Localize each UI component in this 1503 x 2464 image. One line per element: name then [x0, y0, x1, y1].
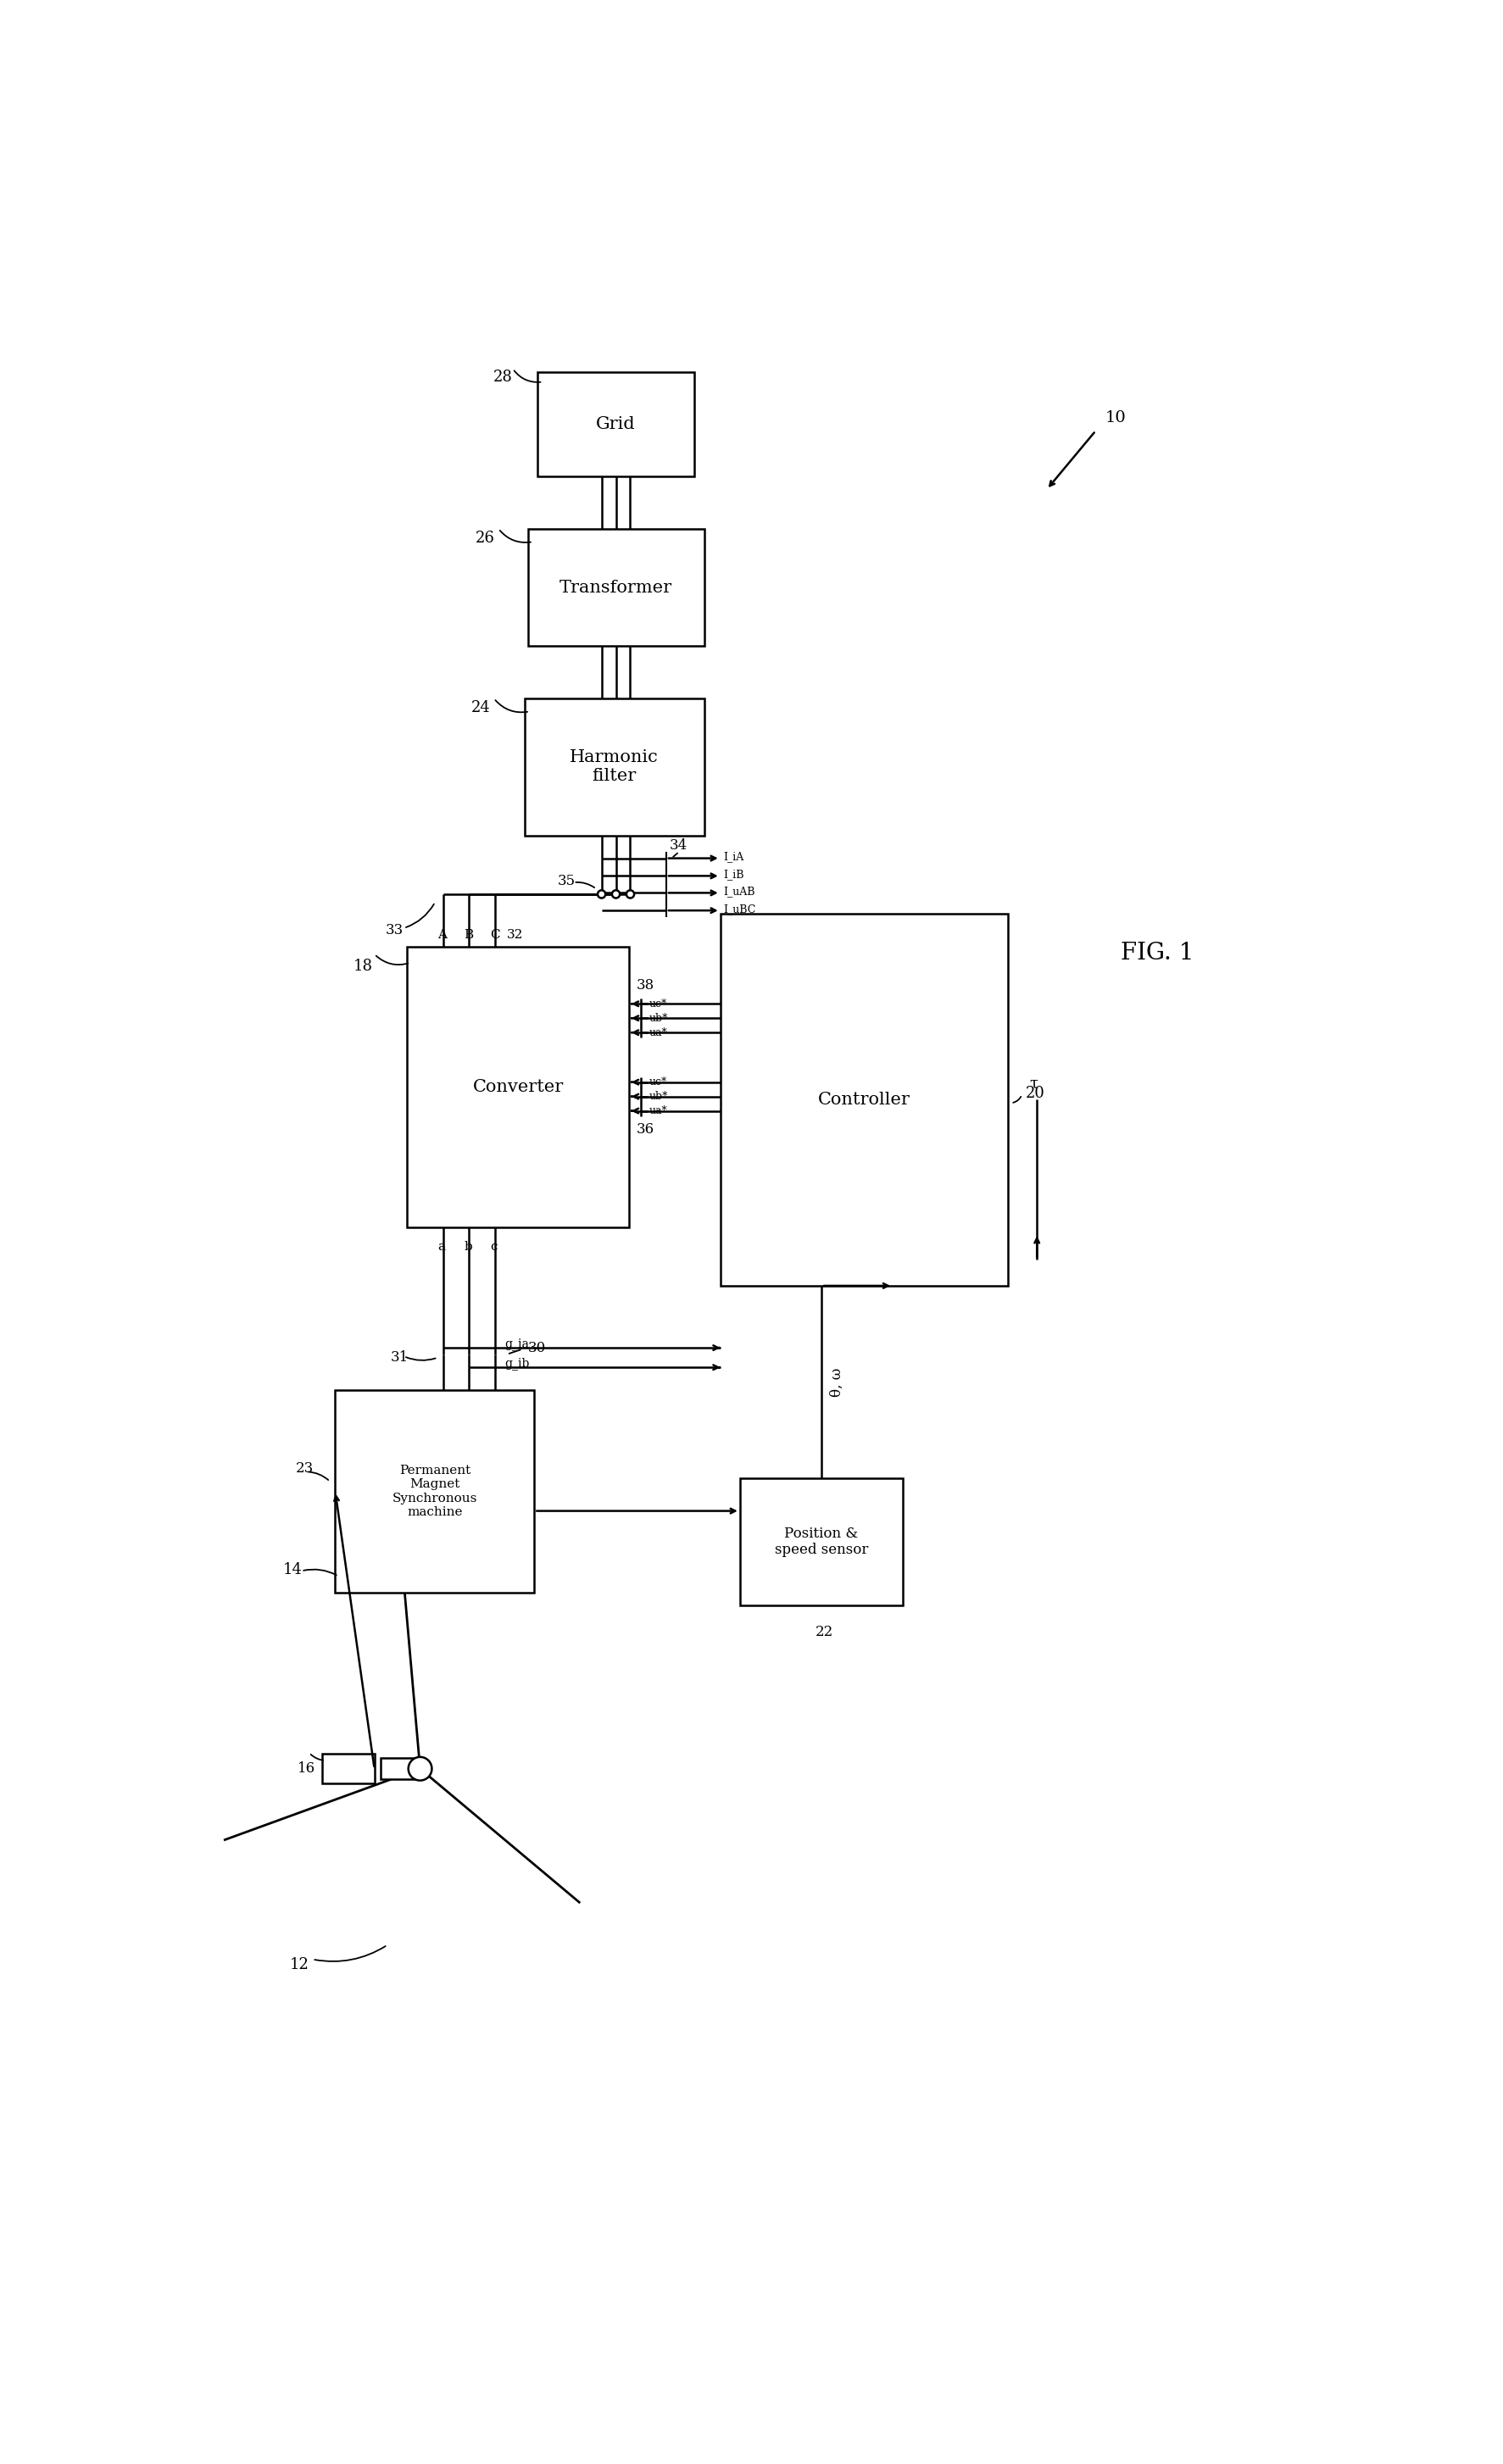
Text: 14: 14 [283, 1562, 302, 1577]
Text: 33: 33 [385, 924, 403, 936]
Bar [739, 1478, 903, 1607]
Circle shape [409, 1757, 431, 1781]
Circle shape [612, 890, 619, 897]
Bar [528, 530, 703, 646]
Text: ub*: ub* [649, 1092, 669, 1101]
Text: 26: 26 [475, 530, 494, 547]
Text: ub*: ub* [649, 1013, 669, 1023]
Text: Position &
speed sensor: Position & speed sensor [774, 1525, 869, 1557]
Text: 35: 35 [558, 875, 576, 890]
Text: τ: τ [1030, 1077, 1037, 1092]
Text: g_ia: g_ia [505, 1338, 529, 1350]
Text: Harmonic
filter: Harmonic filter [570, 749, 658, 784]
Text: c: c [490, 1242, 497, 1252]
Text: 34: 34 [669, 838, 687, 853]
Text: FIG. 1: FIG. 1 [1121, 941, 1195, 963]
Text: I_iB: I_iB [723, 870, 744, 880]
Text: 20: 20 [1027, 1087, 1045, 1101]
Text: I_uAB: I_uAB [723, 887, 756, 897]
Text: 22: 22 [815, 1624, 833, 1639]
Text: 30: 30 [528, 1340, 546, 1355]
Text: 28: 28 [493, 370, 513, 384]
Bar [380, 1759, 421, 1779]
Text: g_ib: g_ib [505, 1358, 531, 1370]
Text: Controller: Controller [818, 1092, 911, 1109]
Bar [525, 697, 703, 835]
Text: θ, ω: θ, ω [830, 1368, 843, 1397]
Bar [720, 914, 1007, 1286]
Text: Transformer: Transformer [559, 579, 672, 596]
Text: a: a [437, 1242, 445, 1252]
Text: 23: 23 [296, 1461, 314, 1476]
Text: B: B [464, 929, 473, 941]
Text: I_uBC: I_uBC [723, 904, 756, 914]
Text: C: C [490, 929, 500, 941]
Text: 18: 18 [353, 958, 373, 973]
Text: 31: 31 [391, 1350, 409, 1365]
Circle shape [627, 890, 634, 897]
Text: 36: 36 [637, 1121, 655, 1136]
Text: uc*: uc* [649, 998, 667, 1010]
Bar [335, 1390, 535, 1592]
Text: Converter: Converter [472, 1079, 564, 1094]
Bar [407, 946, 628, 1227]
Text: 10: 10 [1106, 409, 1126, 426]
Text: Permanent
Magnet
Synchronous
machine: Permanent Magnet Synchronous machine [392, 1464, 478, 1518]
Text: ua*: ua* [649, 1027, 667, 1037]
Text: 38: 38 [637, 978, 655, 993]
Text: Grid: Grid [597, 416, 636, 431]
Bar [538, 372, 694, 476]
Text: uc*: uc* [649, 1077, 667, 1087]
Text: 12: 12 [290, 1956, 310, 1971]
Text: ua*: ua* [649, 1106, 667, 1116]
Text: 24: 24 [470, 700, 490, 715]
Text: A: A [437, 929, 446, 941]
Text: I_iA: I_iA [723, 853, 744, 862]
Circle shape [598, 890, 606, 897]
Bar [322, 1754, 374, 1784]
Text: 32: 32 [507, 929, 523, 941]
Text: 16: 16 [298, 1762, 316, 1777]
Text: b: b [464, 1242, 472, 1252]
